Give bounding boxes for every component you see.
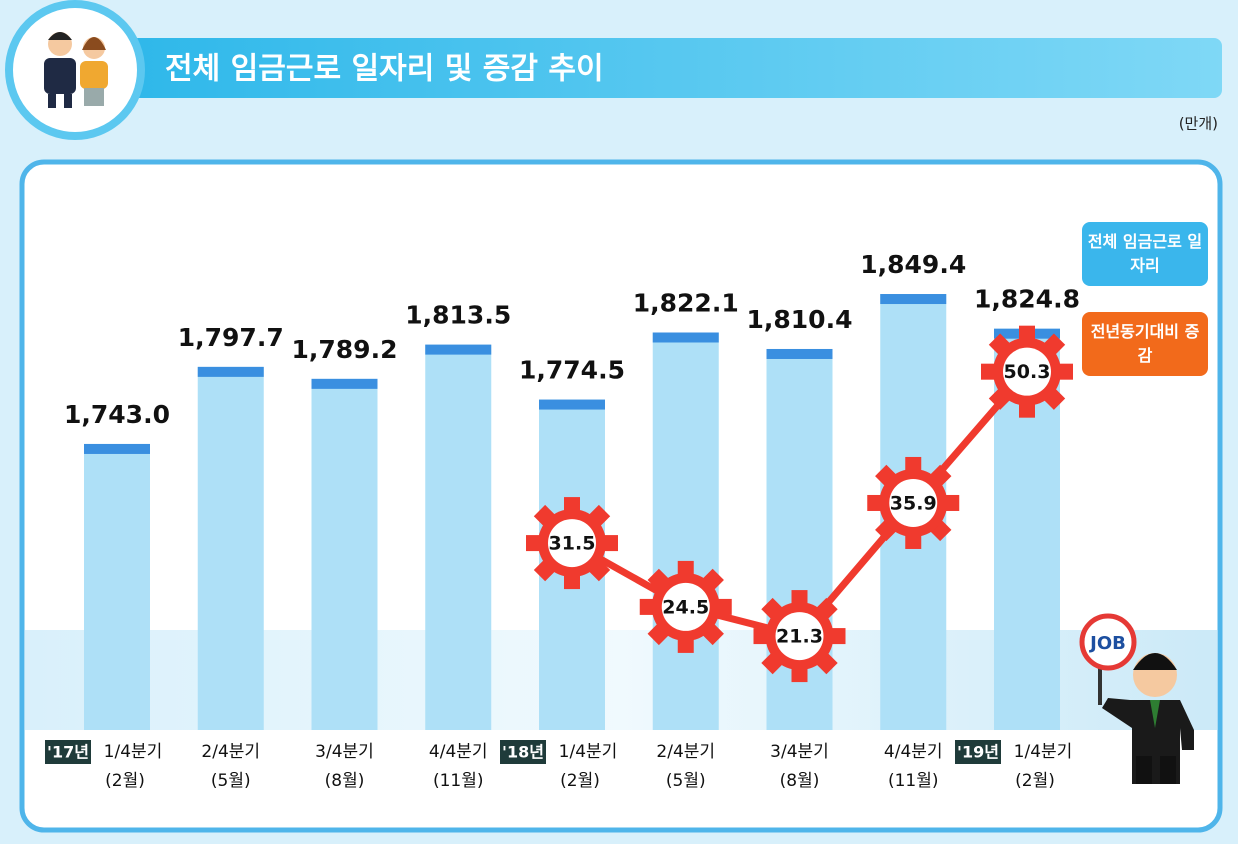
bar bbox=[84, 443, 150, 730]
value-label: 1,789.2 bbox=[292, 335, 398, 364]
x-tick-sublabel: (8월) bbox=[325, 771, 365, 791]
legend-line: 전년동기대비 증감 bbox=[1082, 312, 1208, 376]
bar bbox=[425, 344, 492, 730]
year-tag: '18년 bbox=[502, 743, 544, 762]
bar-body bbox=[197, 366, 264, 730]
people-icon bbox=[44, 32, 108, 108]
x-tick-label: 1/4분기 bbox=[559, 742, 618, 762]
bar-cap bbox=[311, 378, 378, 389]
gear-marker bbox=[639, 560, 732, 653]
year-tag: '17년 bbox=[47, 743, 89, 762]
bar-cap bbox=[539, 399, 605, 410]
bar-cap bbox=[197, 366, 264, 377]
line-value-label: 35.9 bbox=[890, 492, 937, 514]
gear-marker bbox=[867, 456, 960, 549]
bar-body bbox=[652, 332, 719, 730]
bar-cap bbox=[880, 294, 947, 305]
value-label: 1,824.8 bbox=[974, 285, 1080, 314]
gear-face bbox=[661, 582, 710, 631]
x-tick-sublabel: (5월) bbox=[211, 771, 251, 791]
gear-face bbox=[775, 612, 824, 661]
bar-body bbox=[425, 344, 492, 730]
gear-face bbox=[889, 478, 938, 527]
value-label: 1,743.0 bbox=[64, 400, 170, 429]
x-tick-sublabel: (2월) bbox=[560, 771, 600, 791]
gear-face bbox=[1003, 347, 1051, 396]
title-banner bbox=[130, 38, 1222, 98]
bar-cap bbox=[652, 332, 719, 343]
x-tick-label: 1/4분기 bbox=[1014, 742, 1073, 762]
x-tick-label: 1/4분기 bbox=[104, 742, 163, 762]
x-tick-label: 3/4분기 bbox=[770, 742, 829, 762]
line-value-label: 21.3 bbox=[776, 626, 823, 648]
value-label: 1,774.5 bbox=[519, 356, 625, 385]
legend-bar: 전체 임금근로 일자리 bbox=[1082, 222, 1208, 286]
bar-cap bbox=[425, 344, 492, 355]
gear-face bbox=[548, 519, 596, 568]
value-label: 1,813.5 bbox=[405, 301, 511, 330]
bar-cap bbox=[84, 443, 150, 454]
unit-label: (만개) bbox=[1179, 115, 1218, 133]
x-tick-sublabel: (11월) bbox=[888, 771, 939, 791]
gear-marker bbox=[753, 590, 846, 683]
x-tick-sublabel: (5월) bbox=[666, 771, 706, 791]
line-value-label: 24.5 bbox=[662, 596, 709, 618]
bar bbox=[652, 332, 719, 730]
year-tag-box bbox=[45, 740, 91, 764]
line-value-label: 50.3 bbox=[1004, 361, 1051, 383]
value-label: 1,849.4 bbox=[860, 250, 966, 279]
x-tick-label: 3/4분기 bbox=[315, 742, 374, 762]
gear-marker bbox=[525, 497, 619, 590]
gear-marker bbox=[981, 325, 1073, 418]
job-man: JOB bbox=[1079, 613, 1194, 784]
bar-body bbox=[311, 378, 378, 730]
x-tick-sublabel: (2월) bbox=[105, 771, 145, 791]
bar bbox=[311, 378, 378, 730]
x-tick-label: 2/4분기 bbox=[201, 742, 260, 762]
x-tick-label: 2/4분기 bbox=[656, 742, 715, 762]
chart-title: 전체 임금근로 일자리 및 증감 추이 bbox=[165, 52, 604, 87]
year-tag-box bbox=[500, 740, 546, 764]
line-value-label: 31.5 bbox=[549, 533, 596, 555]
year-tag: '19년 bbox=[957, 743, 999, 762]
bar-body bbox=[84, 443, 150, 730]
bar-cap bbox=[766, 348, 833, 359]
year-tag-box bbox=[955, 740, 1001, 764]
bar bbox=[197, 366, 264, 730]
x-tick-label: 4/4분기 bbox=[884, 742, 943, 762]
x-tick-sublabel: (8월) bbox=[780, 771, 820, 791]
x-tick-sublabel: (2월) bbox=[1015, 771, 1055, 791]
value-label: 1,810.4 bbox=[747, 305, 853, 334]
value-label: 1,797.7 bbox=[178, 323, 284, 352]
x-tick-sublabel: (11월) bbox=[433, 771, 484, 791]
x-tick-label: 4/4분기 bbox=[429, 742, 488, 762]
badge-text: JOB bbox=[1088, 633, 1126, 654]
value-label: 1,822.1 bbox=[633, 288, 739, 317]
